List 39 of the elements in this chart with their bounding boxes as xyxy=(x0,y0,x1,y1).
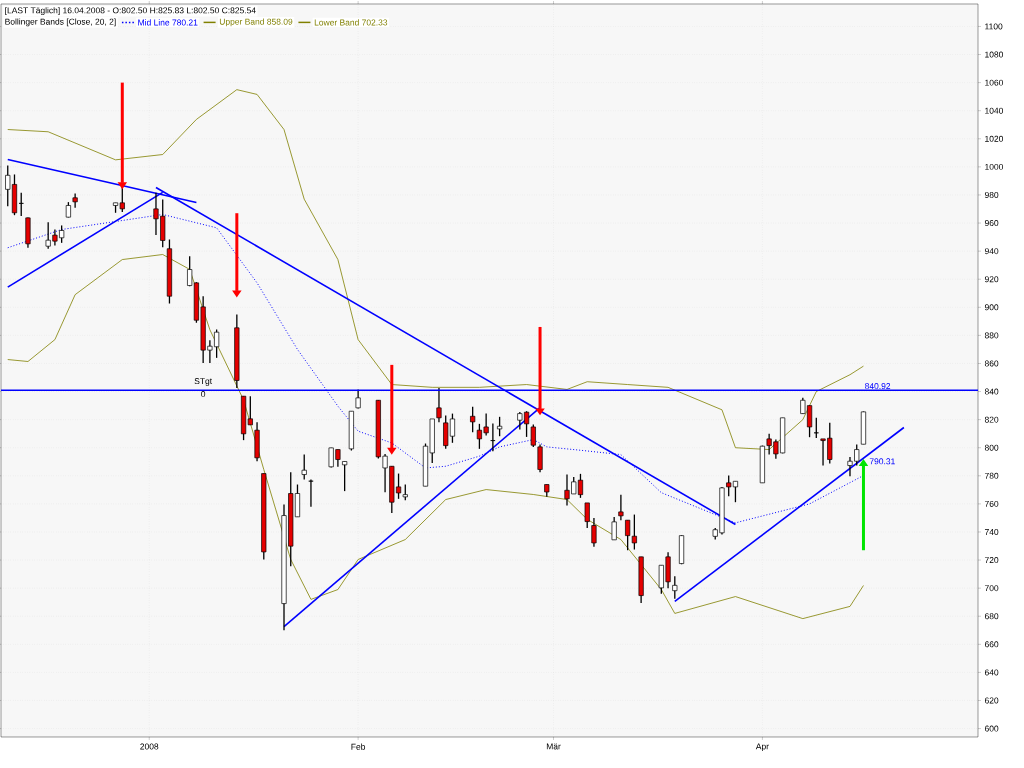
y-tick-label: 660 xyxy=(984,641,999,648)
y-tick-label: 700 xyxy=(984,585,999,592)
y-tick-label: 980 xyxy=(984,191,999,198)
y-tick-label: 1040 xyxy=(985,107,1004,114)
y-tick-label: 940 xyxy=(984,248,999,255)
y-tick-label: 1100 xyxy=(985,23,1003,30)
y-tick-label: 800 xyxy=(984,444,999,451)
y-tick-label: 640 xyxy=(984,669,999,676)
x-tick-label: 2008 xyxy=(140,743,159,750)
y-tick-label: 1000 xyxy=(985,163,1004,170)
text: Bollinger Bands [Close, 20, 2] xyxy=(5,18,116,27)
x-tick-label: Mär xyxy=(546,743,561,750)
annotation: STgt xyxy=(194,378,213,386)
y-tick-label: 600 xyxy=(984,725,999,732)
y-tick-label: 1060 xyxy=(985,79,1004,86)
y-tick-label: 760 xyxy=(984,500,999,507)
y-tick-label: 780 xyxy=(984,472,999,479)
y-tick-label: 740 xyxy=(984,528,999,535)
legend-label: Lower Band 702.33 xyxy=(314,19,388,26)
y-tick-label: 820 xyxy=(984,416,999,423)
legend-label: Upper Band 858.09 xyxy=(219,18,293,27)
x-tick-label: Apr xyxy=(755,743,769,752)
annotation: 790.31 xyxy=(869,458,895,465)
y-tick-label: 920 xyxy=(984,276,999,283)
chart-title: [LAST Täglich] 16.04.2008 - O:802.50 H:825.83 L:802.50 C:825.54 xyxy=(5,7,256,16)
y-tick-label: 1020 xyxy=(985,135,1004,142)
y-tick-label: 680 xyxy=(984,613,999,620)
y-tick-label: 960 xyxy=(984,220,999,227)
y-tick-label: 900 xyxy=(984,304,999,311)
y-tick-label: 620 xyxy=(984,697,999,704)
y-tick-label: 840 xyxy=(984,388,999,395)
y-tick-label: 860 xyxy=(984,360,999,367)
legend-label: Mid Line 780.21 xyxy=(138,19,198,26)
x-tick-label: Feb xyxy=(351,743,366,750)
annotation: 0 xyxy=(201,391,206,398)
y-tick-label: 720 xyxy=(984,557,999,564)
y-tick-label: 880 xyxy=(984,332,999,339)
ref-line-label: 840.92 xyxy=(865,383,891,390)
y-tick-label: 1080 xyxy=(985,51,1004,58)
